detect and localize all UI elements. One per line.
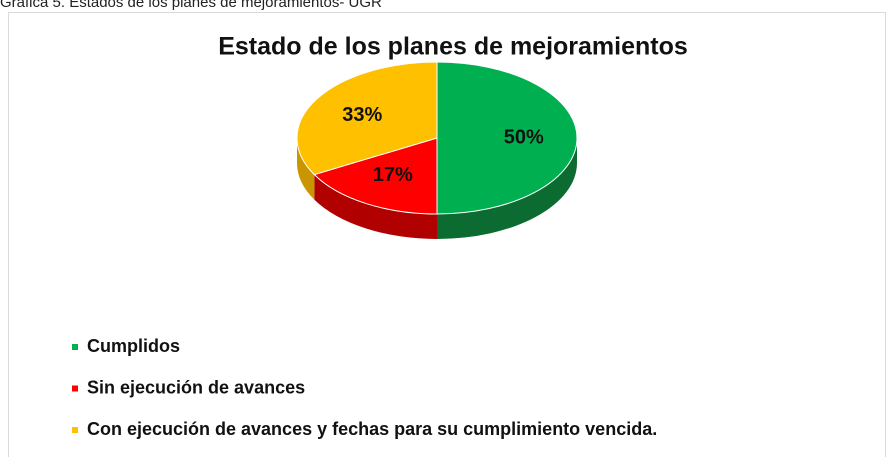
data-label: 50% <box>504 126 544 148</box>
legend-swatch <box>72 385 78 392</box>
chart-title: Estado de los planes de mejoramientos <box>218 33 688 61</box>
pie-slice <box>296 61 438 176</box>
pie-slice <box>436 61 578 215</box>
caption: Gráfica 5. Estados de los planes de mejo… <box>0 0 382 11</box>
pie-slice <box>313 137 438 215</box>
legend-swatch <box>72 344 78 350</box>
slice-side <box>297 138 315 200</box>
legend-label: Cumplidos <box>87 336 180 356</box>
data-label: 17% <box>373 164 413 186</box>
data-label: 33% <box>342 104 382 126</box>
slice-side <box>437 138 577 239</box>
legend: Cumplidos Sin ejecución de avances Con eje… <box>72 336 657 439</box>
legend-swatch <box>72 427 78 433</box>
pie: 50% 17% 33% <box>296 61 578 239</box>
legend-label: Con ejecución de avances y fechas para s… <box>87 419 657 439</box>
legend-label: Sin ejecución de avances <box>87 377 305 397</box>
